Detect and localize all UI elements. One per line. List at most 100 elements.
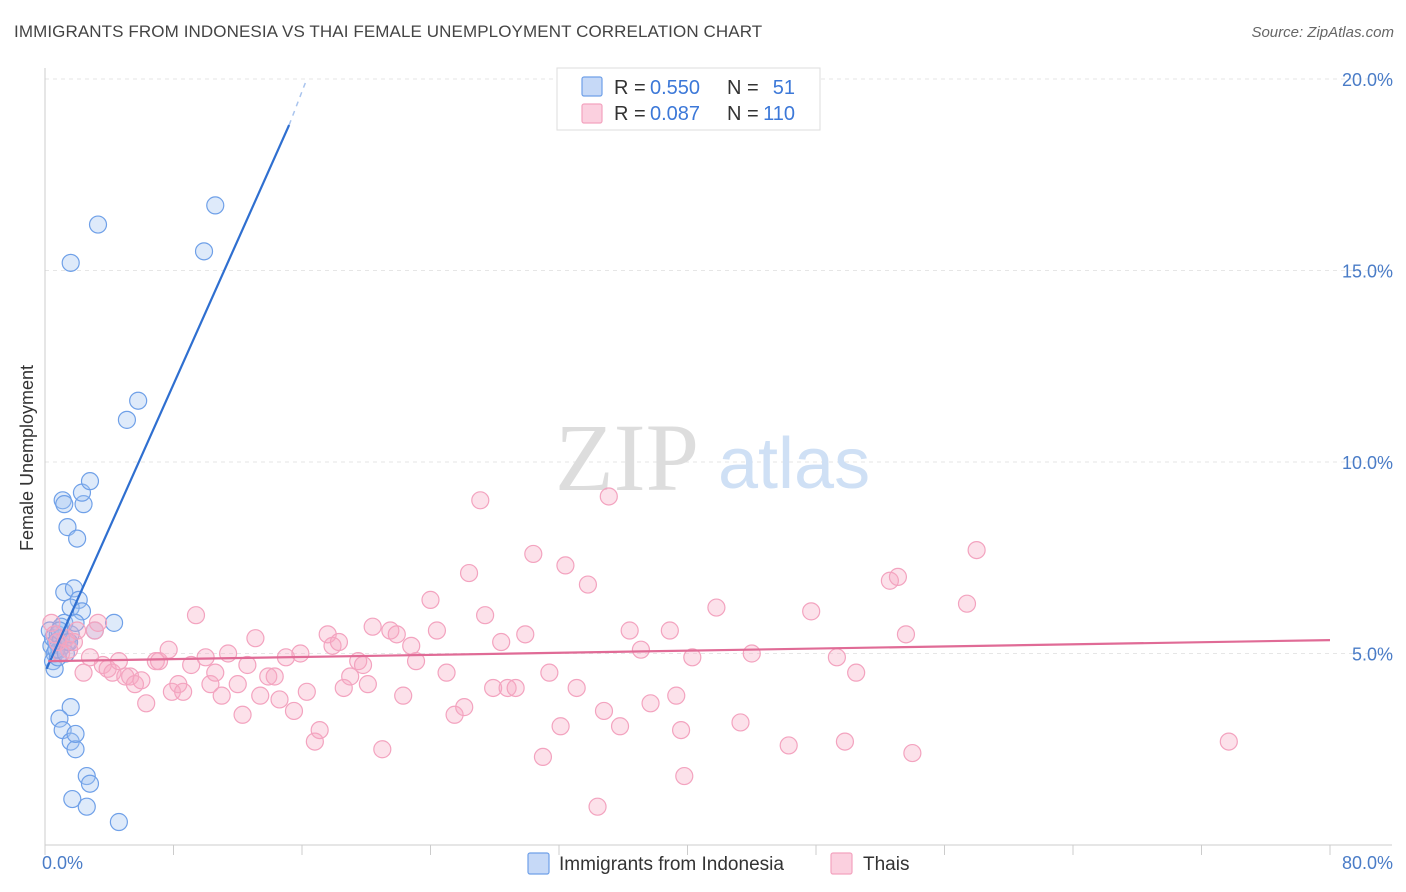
legend-r-value-0: 0.550 [650,77,700,99]
legend-n-value-0: 51 [773,77,795,99]
point-1-88 [631,640,651,659]
y-tick-labels: 5.0% 10.0% 15.0% 20.0% [1342,70,1393,665]
gridlines [45,78,1392,654]
bottom-legend-swatch-indonesia [527,852,550,875]
stats-legend: R = 0.550 N = 51 R = 0.087 N = 110 [556,67,821,131]
point-1-80 [556,556,575,575]
point-0-40 [206,196,225,215]
y-tick-label-1: 10.0% [1342,453,1393,473]
point-1-61 [402,636,421,655]
point-1-70 [476,606,495,625]
point-1-19 [132,671,151,690]
point-1-104 [896,625,916,644]
point-1-41 [270,690,289,709]
point-1-52 [341,667,360,686]
point-1-59 [387,625,406,644]
point-1-83 [588,797,607,816]
point-0-45 [66,740,85,759]
watermark-zip: ZIP [555,404,699,511]
bottom-legend-label-indonesia: Immigrants from Indonesia [559,854,784,875]
chart-source: Source: ZipAtlas.com [1251,24,1394,41]
point-1-103 [888,567,908,587]
point-1-98 [779,736,798,755]
bottom-legend-swatch-thais [830,852,853,875]
point-1-108 [1219,732,1238,751]
point-1-91 [667,686,686,705]
point-1-69 [471,491,490,510]
point-1-8 [74,663,93,682]
point-0-38 [129,391,148,410]
point-1-29 [196,648,215,667]
series-indonesia-points [40,196,225,832]
point-0-32 [80,472,100,491]
point-1-84 [594,701,614,721]
legend-r-value-1: 0.087 [650,103,700,125]
point-0-51 [109,812,128,832]
point-1-54 [353,655,373,675]
point-1-51 [334,678,353,698]
point-1-39 [259,667,278,686]
point-0-39 [194,242,214,261]
y-tick-label-3: 20.0% [1342,70,1393,90]
point-1-47 [310,720,329,740]
point-1-82 [578,575,598,594]
point-1-30 [201,675,220,694]
point-1-43 [284,701,304,721]
point-1-55 [358,675,377,694]
point-0-41 [61,698,80,717]
point-1-36 [238,655,257,675]
point-1-100 [827,648,846,667]
legend-n-label-0: N = [727,77,759,99]
point-0-37 [117,410,137,429]
trend-line-indonesia-extension [288,78,308,126]
point-1-92 [671,720,691,740]
watermark: ZIP atlas [555,404,870,511]
point-1-65 [437,663,456,682]
point-0-30 [55,495,74,514]
point-0-46 [66,724,85,744]
legend-swatch-indonesia [581,76,603,97]
trend-lines [45,78,1331,670]
point-1-62 [406,652,426,671]
point-1-68 [459,563,479,583]
point-1-32 [212,686,231,705]
legend-r-label-1: R = [614,103,646,125]
point-1-99 [802,602,821,621]
point-0-35 [61,253,80,272]
point-0-34 [104,613,124,632]
point-1-63 [421,590,440,609]
chart-title: IMMIGRANTS FROM INDONESIA VS THAI FEMALE… [14,22,763,41]
y-tick-label-2: 15.0% [1342,262,1393,282]
point-1-97 [742,644,761,663]
y-axis-title: Female Unemployment [17,365,37,551]
point-1-81 [567,678,586,698]
x-tick-label-0: 0.0% [42,853,83,873]
point-0-48 [80,774,100,793]
point-1-75 [516,625,535,644]
point-1-95 [707,598,726,617]
axes [44,68,1392,846]
legend-swatch-thais [581,103,603,124]
point-1-0 [42,613,61,632]
legend-n-label-1: N = [727,103,759,125]
legend-n-value-1: 110 [763,103,795,125]
point-1-44 [291,644,310,663]
legend-r-label-0: R = [614,77,646,99]
point-1-93 [675,766,694,786]
point-1-94 [683,648,702,667]
point-1-11 [88,613,108,632]
point-1-106 [957,594,977,613]
point-1-90 [660,621,679,640]
point-1-27 [182,655,201,675]
point-1-109 [847,663,866,682]
point-1-76 [524,544,543,564]
point-1-37 [246,629,265,648]
point-1-96 [731,713,750,732]
point-1-74 [506,678,525,698]
point-1-31 [206,663,225,682]
series-legend: Immigrants from Indonesia Thais [527,852,909,875]
point-0-42 [50,709,69,728]
point-0-49 [63,789,82,809]
x-ticks [44,845,1331,855]
